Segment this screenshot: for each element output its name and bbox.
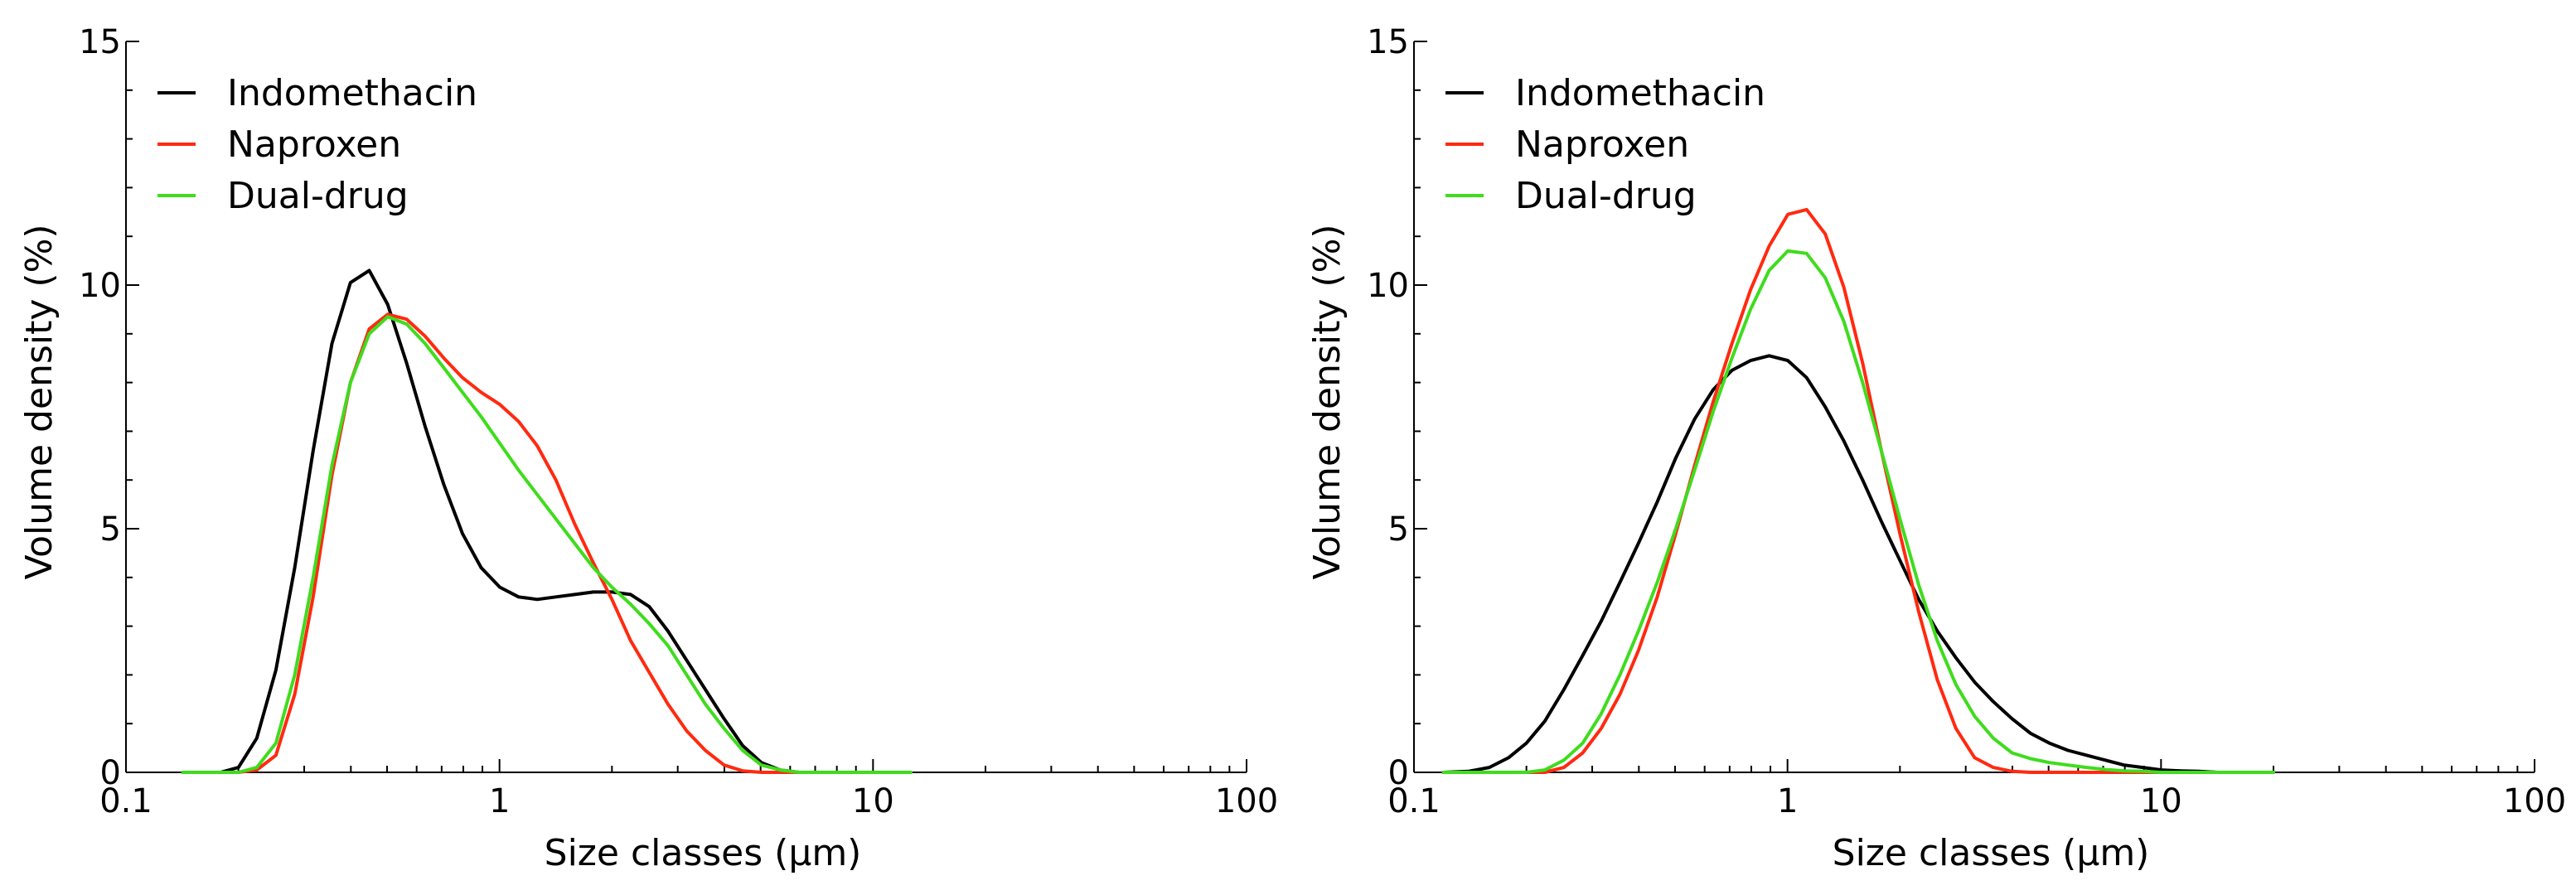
x-tick-label: 1 bbox=[489, 782, 510, 820]
y-axis-title: Volume density (%) bbox=[18, 224, 61, 579]
x-tick-label: 0.1 bbox=[99, 782, 153, 820]
x-axis-title: Size classes (µm) bbox=[1833, 832, 2150, 874]
chart-left: 0 5 10 15 0.1 1 10 100 Size classes (µm) Volume d… bbox=[18, 23, 1278, 874]
legend-label-dual-drug: Dual-drug bbox=[1515, 175, 1697, 217]
x-tick-label: 100 bbox=[2503, 782, 2566, 820]
x-tick-label: 100 bbox=[1215, 782, 1278, 820]
series-line-indomethacin bbox=[181, 268, 820, 774]
series-line-dual-drug bbox=[181, 315, 913, 774]
series-line-indomethacin bbox=[1441, 354, 2275, 774]
y-tick-label: 0 bbox=[100, 754, 121, 792]
y-tick-label: 15 bbox=[79, 23, 121, 61]
series-line-naproxen bbox=[1441, 207, 2275, 774]
legend-label-indomethacin: Indomethacin bbox=[227, 72, 477, 114]
y-tick-label: 5 bbox=[1388, 510, 1409, 549]
x-axis-title: Size classes (µm) bbox=[545, 832, 862, 874]
y-tick-label: 10 bbox=[79, 267, 121, 305]
y-tick-label: 15 bbox=[1367, 23, 1409, 61]
y-tick-label: 5 bbox=[100, 510, 121, 549]
x-tick-label: 0.1 bbox=[1387, 782, 1441, 820]
x-tick-label: 10 bbox=[2140, 782, 2182, 820]
y-axis-title: Volume density (%) bbox=[1306, 224, 1349, 579]
chart-right: 0 5 10 15 0.1 1 10 100 Size classes (µm) Volume d… bbox=[1306, 23, 2566, 874]
legend-label-naproxen: Naproxen bbox=[227, 123, 401, 166]
legend-label-indomethacin: Indomethacin bbox=[1515, 72, 1765, 114]
y-tick-label: 0 bbox=[1388, 754, 1409, 792]
x-tick-label: 10 bbox=[852, 782, 894, 820]
x-tick-label: 1 bbox=[1777, 782, 1798, 820]
y-tick-label: 10 bbox=[1367, 267, 1409, 305]
series-line-dual-drug bbox=[1441, 249, 2275, 774]
legend-label-dual-drug: Dual-drug bbox=[227, 175, 409, 217]
legend-label-naproxen: Naproxen bbox=[1515, 123, 1689, 166]
